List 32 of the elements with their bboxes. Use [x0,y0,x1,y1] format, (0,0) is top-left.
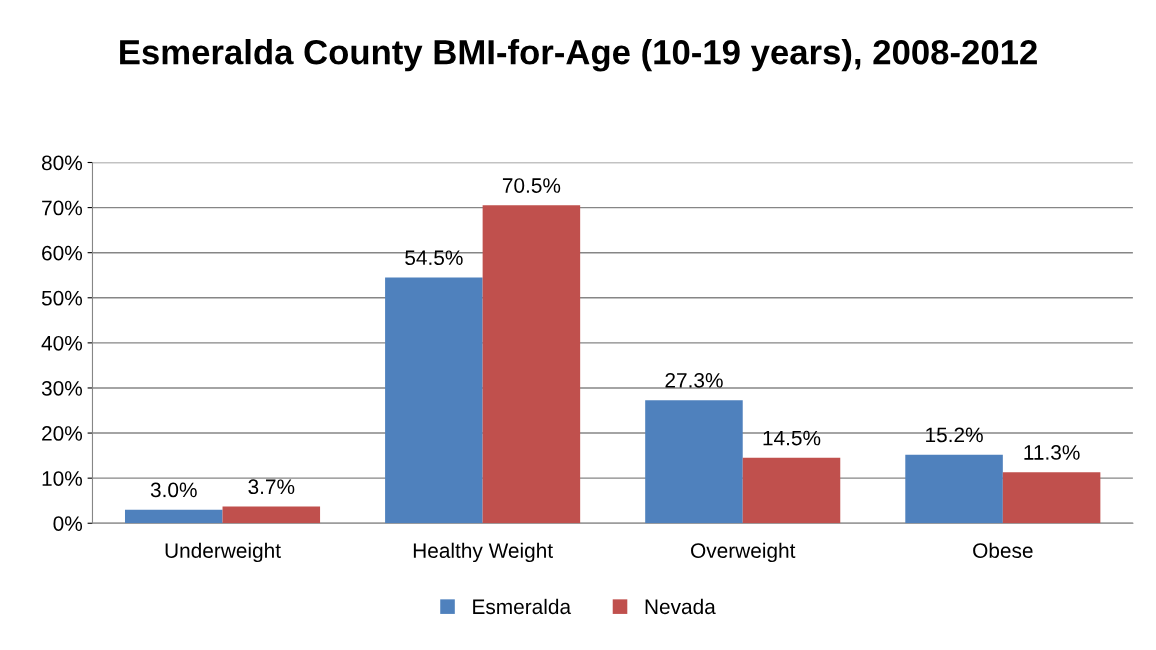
data-label: 14.5% [763,430,821,446]
y-tick-label: 80% [41,155,83,171]
legend-label: Esmeralda [473,598,572,615]
x-tick-label: Healthy Weight [413,542,553,563]
bar [645,400,743,524]
bar [1002,472,1101,524]
data-label: 54.5% [405,250,463,266]
x-tick-label: Obese [973,542,1033,558]
data-label: 3.0% [150,482,197,498]
bar [385,277,483,524]
bar [482,205,581,524]
y-tick-label: 20% [42,426,83,441]
y-tick-label: 30% [41,380,83,396]
legend-label: Nevada [645,598,716,615]
data-label: 15.2% [926,427,983,443]
x-tick-label: Overweight [691,542,796,563]
bar [222,506,321,524]
chart-title: Esmeralda County BMI-for-Age (10-19 years), 2008-2012 [120,39,1037,72]
y-tick-label: 60% [42,245,83,261]
y-tick-label: 70% [42,200,83,216]
y-tick-label: 10% [42,471,83,486]
data-label: 27.3% [665,372,723,388]
bar [905,454,1003,524]
y-tick-label: 40% [41,335,83,351]
data-label: 11.3% [1024,445,1080,460]
y-tick-label: 0% [53,516,83,531]
x-tick-label: Underweight [165,542,281,563]
data-label: 3.7% [248,479,295,495]
data-label: 70.5% [502,178,561,193]
y-tick-label: 50% [41,290,83,306]
bar [742,457,841,524]
bar [124,509,223,524]
